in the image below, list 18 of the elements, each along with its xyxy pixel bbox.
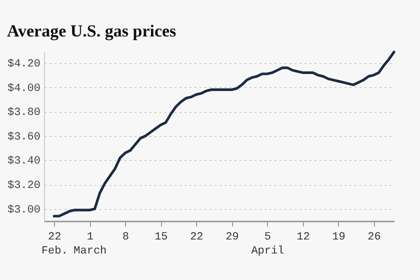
y-tick-label: $4.00: [7, 82, 40, 95]
x-tick-label: 8: [122, 232, 129, 244]
x-tick-label: 5 April: [251, 232, 284, 258]
x-tick-label: 12: [296, 232, 310, 244]
x-tick-label: 1 March: [74, 232, 107, 258]
x-tick-label: 22 Feb.: [41, 232, 68, 258]
y-tick-label: $4.20: [7, 58, 40, 70]
y-tick-label: $3.80: [7, 107, 40, 120]
x-tick-label: 19: [332, 232, 346, 244]
x-tick-label: 29: [226, 232, 239, 244]
chart-title: Average U.S. gas prices: [6, 22, 177, 41]
x-tick-label: 26: [368, 232, 381, 244]
y-tick-label: $3.40: [7, 156, 40, 168]
y-tick-label: $3.60: [7, 131, 40, 144]
y-tick-label: $3.00: [7, 204, 40, 216]
x-tick-label: 15: [154, 232, 168, 244]
x-tick-label: 22: [190, 232, 204, 244]
y-tick-label: $3.20: [7, 180, 40, 192]
